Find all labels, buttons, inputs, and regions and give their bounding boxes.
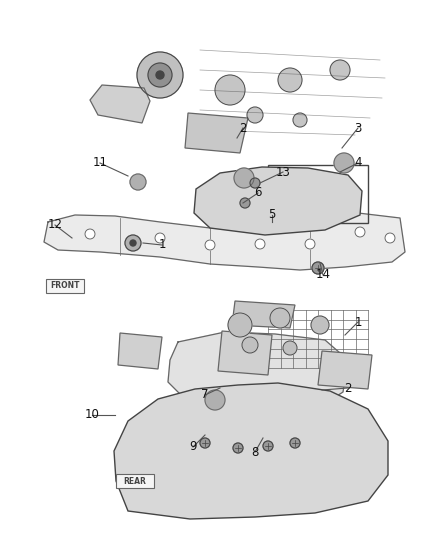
Circle shape	[263, 441, 273, 451]
Text: 13: 13	[276, 166, 290, 179]
Text: 2: 2	[239, 122, 247, 134]
Circle shape	[155, 233, 165, 243]
Circle shape	[234, 168, 254, 188]
Text: 3: 3	[354, 122, 362, 134]
Circle shape	[255, 239, 265, 249]
Circle shape	[270, 308, 290, 328]
FancyBboxPatch shape	[116, 474, 154, 488]
Text: 6: 6	[254, 187, 262, 199]
Circle shape	[233, 443, 243, 453]
Polygon shape	[194, 167, 362, 235]
Circle shape	[305, 239, 315, 249]
Text: 1: 1	[158, 238, 166, 252]
Circle shape	[247, 107, 263, 123]
Text: FRONT: FRONT	[50, 281, 80, 290]
Text: 8: 8	[251, 446, 259, 458]
Circle shape	[228, 313, 252, 337]
Circle shape	[334, 153, 354, 173]
Text: REAR: REAR	[124, 477, 146, 486]
Polygon shape	[168, 332, 348, 413]
Circle shape	[312, 262, 324, 274]
Polygon shape	[318, 351, 372, 389]
Circle shape	[137, 52, 183, 98]
Circle shape	[355, 227, 365, 237]
Circle shape	[205, 240, 215, 250]
Circle shape	[293, 113, 307, 127]
Circle shape	[148, 63, 172, 87]
Text: 5: 5	[268, 208, 276, 222]
Circle shape	[242, 337, 258, 353]
Circle shape	[385, 233, 395, 243]
Text: 10: 10	[85, 408, 99, 422]
Polygon shape	[185, 113, 248, 153]
Text: 14: 14	[315, 269, 331, 281]
Circle shape	[130, 240, 136, 246]
Circle shape	[215, 75, 245, 105]
Polygon shape	[114, 383, 388, 519]
Text: 11: 11	[92, 157, 107, 169]
Circle shape	[283, 341, 297, 355]
Text: 7: 7	[201, 389, 209, 401]
Circle shape	[250, 178, 260, 188]
Circle shape	[200, 438, 210, 448]
Text: 9: 9	[189, 440, 197, 454]
Circle shape	[278, 68, 302, 92]
Text: 2: 2	[344, 382, 352, 394]
Circle shape	[290, 438, 300, 448]
Circle shape	[205, 390, 225, 410]
Polygon shape	[232, 301, 295, 328]
Circle shape	[125, 235, 141, 251]
Polygon shape	[44, 213, 405, 270]
Circle shape	[240, 198, 250, 208]
Polygon shape	[90, 85, 150, 123]
FancyBboxPatch shape	[46, 279, 84, 293]
Polygon shape	[118, 333, 162, 369]
Text: 1: 1	[354, 316, 362, 328]
Text: 4: 4	[354, 157, 362, 169]
Circle shape	[311, 316, 329, 334]
Circle shape	[156, 71, 164, 79]
Circle shape	[130, 174, 146, 190]
Circle shape	[85, 229, 95, 239]
Text: 12: 12	[47, 219, 63, 231]
Polygon shape	[218, 331, 272, 375]
Circle shape	[330, 60, 350, 80]
